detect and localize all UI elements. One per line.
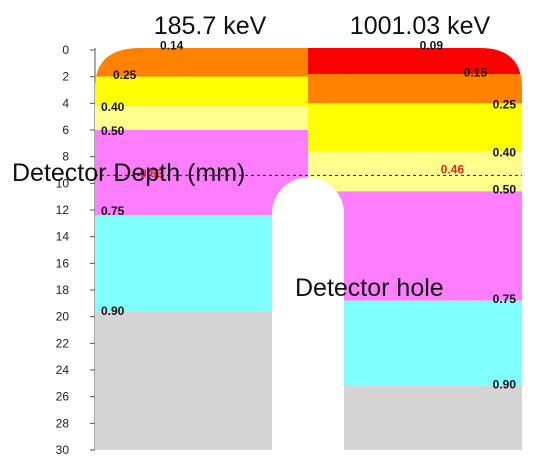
- right-energy-header: 1001.03 keV: [350, 12, 491, 40]
- right-band-yellow: [308, 103, 522, 152]
- right-value-label: 0.25: [493, 97, 517, 111]
- right-value-label: 0.15: [464, 65, 488, 79]
- axis-tick-label: 22: [56, 336, 70, 350]
- right-value-label: 0.09: [420, 39, 444, 53]
- axis-tick-label: 28: [56, 416, 70, 430]
- right-band-orange: [308, 74, 522, 104]
- right-value-label: 0.40: [493, 145, 517, 159]
- left-value-label: 0.50: [101, 124, 125, 138]
- axis-tick-label: 2: [62, 70, 69, 84]
- axis-tick-label: 8: [62, 150, 69, 164]
- axis-tick-label: 26: [56, 390, 70, 404]
- axis-tick-label: 14: [56, 230, 70, 244]
- right-value-label: 0.50: [493, 183, 517, 197]
- axis-tick-label: 0: [62, 43, 69, 57]
- axis-title: Detector Depth (mm): [12, 159, 245, 187]
- detector-hole-shape: [272, 177, 344, 452]
- left-column-labels: 0.14 0.25 0.40 0.50 0.63 0.75 0.90: [101, 39, 184, 318]
- right-band-red: [308, 48, 522, 74]
- axis-tick-label: 20: [56, 310, 70, 324]
- left-value-label: 0.63: [140, 167, 164, 181]
- right-value-label: 0.90: [493, 377, 517, 391]
- right-band-lightyellow: [308, 151, 522, 192]
- axis-tick-label: 12: [56, 203, 70, 217]
- axis-tick-label: 16: [56, 256, 70, 270]
- left-band-yellow: [95, 76, 308, 106]
- axis-tick-label: 24: [56, 363, 70, 377]
- left-band-magenta: [95, 130, 308, 216]
- left-value-label: 0.75: [101, 204, 125, 218]
- left-value-label: 0.14: [160, 39, 184, 53]
- right-column-labels: 0.09 0.15 0.25 0.40 0.46 0.50 0.75 0.90: [420, 39, 517, 392]
- left-band-orange: [95, 48, 308, 77]
- right-value-label: 0.46: [441, 163, 465, 177]
- left-value-label: 0.25: [113, 68, 137, 82]
- left-band-lightyellow: [95, 106, 308, 130]
- axis-tick-label: 10: [56, 176, 70, 190]
- axis-tick-label: 30: [56, 443, 70, 457]
- hole-label: Detector hole: [295, 274, 444, 302]
- axis-tick-label: 18: [56, 283, 70, 297]
- right-value-label: 0.75: [493, 292, 517, 306]
- left-value-label: 0.90: [101, 304, 125, 318]
- axis-tick-label: 4: [62, 96, 69, 110]
- left-energy-header: 185.7 keV: [154, 12, 267, 40]
- left-value-label: 0.40: [101, 100, 125, 114]
- axis-tick-label: 6: [62, 123, 69, 137]
